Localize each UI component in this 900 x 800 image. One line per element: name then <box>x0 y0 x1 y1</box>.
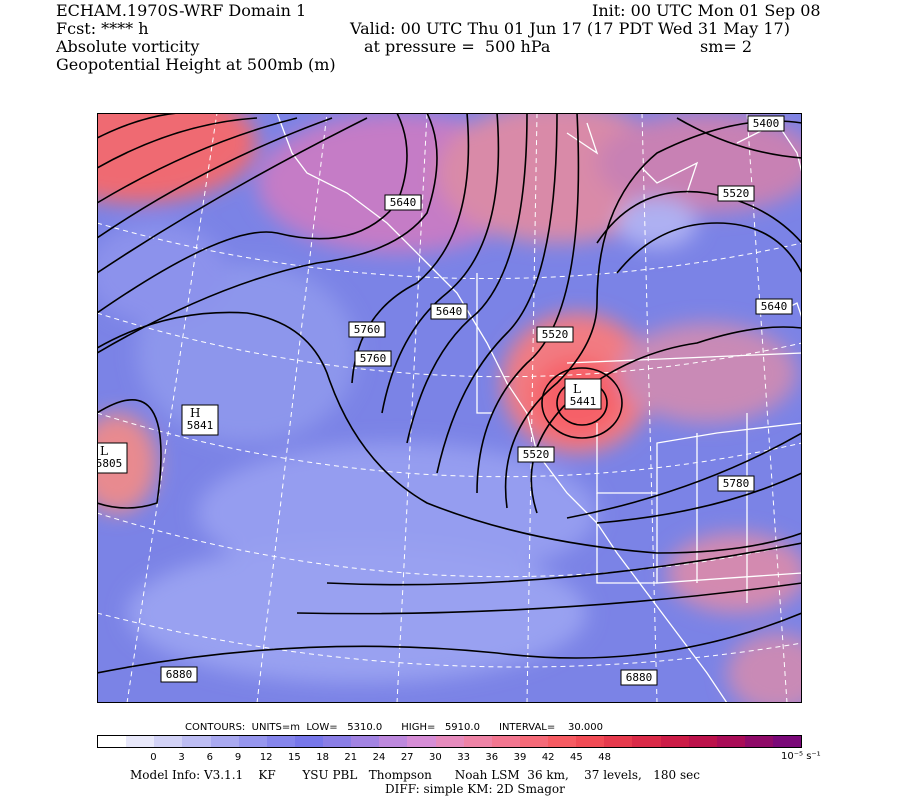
contour-label: 5640 <box>436 305 463 318</box>
high-center-symbol: H <box>190 406 200 420</box>
low-center-value: 5805 <box>97 457 122 470</box>
field-name-vorticity: Absolute vorticity <box>56 37 200 56</box>
contour-label: 6880 <box>166 668 193 681</box>
colorbar-swatch <box>576 736 605 747</box>
field-name-geopotential: Geopotential Height at 500mb (m) <box>56 55 336 74</box>
colorbar-swatch <box>238 736 267 747</box>
colorbar <box>97 735 802 748</box>
colorbar-tick-label: 45 <box>570 752 583 763</box>
contour-info: CONTOURS: UNITS=m LOW= 5310.0 HIGH= 5910… <box>185 722 603 733</box>
colorbar-swatch <box>491 736 520 747</box>
contour-label: 5760 <box>360 352 387 365</box>
contour-label: 5780 <box>723 477 750 490</box>
colorbar-swatch <box>660 736 689 747</box>
contour-label: 6880 <box>626 671 653 684</box>
colorbar-tick-label: 48 <box>598 752 611 763</box>
colorbar-swatch <box>744 736 773 747</box>
colorbar-swatch <box>294 736 323 747</box>
colorbar-swatch <box>266 736 295 747</box>
high-center-box <box>181 404 219 436</box>
colorbar-tick-label: 9 <box>234 752 242 763</box>
height-contours <box>97 113 802 674</box>
colorbar-swatch <box>379 736 408 747</box>
colorbar-swatch <box>463 736 492 747</box>
colorbar-swatch <box>435 736 464 747</box>
colorbar-tick-label: 6 <box>206 752 213 763</box>
colorbar-tick-label: 15 <box>288 752 301 763</box>
model-info: Model Info: V3.1.1 KF YSU PBL Thompson N… <box>130 768 700 782</box>
colorbar-tick-label: 30 <box>429 752 442 763</box>
colorbar-swatch <box>773 736 802 747</box>
colorbar-tick-label: 12 <box>259 752 273 763</box>
low-center-value: 5441 <box>570 395 597 408</box>
contour-label: 5520 <box>523 448 550 461</box>
valid-time: Valid: 00 UTC Thu 01 Jun 17 (17 PDT Wed … <box>350 19 790 38</box>
colorbar-units: 10⁻⁵ s⁻¹ <box>781 751 821 762</box>
low-center-symbol: L <box>573 382 581 396</box>
colorbar-swatch <box>716 736 745 747</box>
colorbar-swatch <box>210 736 239 747</box>
colorbar-tick-label: 24 <box>372 752 386 763</box>
pressure-level: at pressure = 500 hPa <box>364 37 551 56</box>
colorbar-swatch <box>323 736 352 747</box>
colorbar-tick-label: 27 <box>400 752 414 763</box>
contour-label-boxes: 5400 5520 5640 5640 5640 5760 5760 5520 … <box>97 115 793 686</box>
contour-label: 5520 <box>723 187 750 200</box>
colorbar-swatch <box>351 736 380 747</box>
colorbar-tick-label: 21 <box>344 752 358 763</box>
map-frame <box>97 113 802 703</box>
colorbar-tick-label: 3 <box>178 752 185 763</box>
colorbar-swatch <box>519 736 548 747</box>
smoothing-value: sm= 2 <box>700 37 753 56</box>
colorbar-swatch <box>126 736 155 747</box>
contour-label: 5760 <box>354 323 381 336</box>
init-time: Init: 00 UTC Mon 01 Sep 08 <box>592 1 821 20</box>
colorbar-tick-label: 33 <box>457 752 470 763</box>
colorbar-swatch <box>632 736 661 747</box>
colorbar-swatch <box>154 736 183 747</box>
colorbar-tick-label: 18 <box>316 752 329 763</box>
contour-label: 5640 <box>390 196 417 209</box>
colorbar-swatch <box>182 736 211 747</box>
model-title: ECHAM.1970S-WRF Domain 1 <box>56 1 307 20</box>
weather-map: 5400 5520 5640 5640 5640 5760 5760 5520 … <box>97 113 802 703</box>
colorbar-tick-label: 36 <box>485 752 499 763</box>
contour-label: 5640 <box>761 300 788 313</box>
contour-label: 5400 <box>753 117 780 130</box>
low-center-symbol: L <box>100 444 108 458</box>
colorbar-swatch <box>548 736 577 747</box>
colorbar-tick-label: 42 <box>541 752 555 763</box>
contour-label: 5520 <box>542 328 569 341</box>
low-center-box <box>97 442 128 474</box>
colorbar-swatch <box>407 736 436 747</box>
lat-lon-graticule <box>97 113 802 703</box>
colorbar-swatch <box>98 736 127 747</box>
forecast-hour: Fcst: **** h <box>56 19 149 38</box>
colorbar-swatch <box>688 736 717 747</box>
low-center-box <box>564 378 602 410</box>
diff-info: DIFF: simple KM: 2D Smagor <box>385 782 565 796</box>
colorbar-tick-label: 39 <box>513 752 527 763</box>
high-center-value: 5841 <box>187 419 214 432</box>
colorbar-tick-label: 0 <box>150 752 157 763</box>
colorbar-swatch <box>604 736 633 747</box>
